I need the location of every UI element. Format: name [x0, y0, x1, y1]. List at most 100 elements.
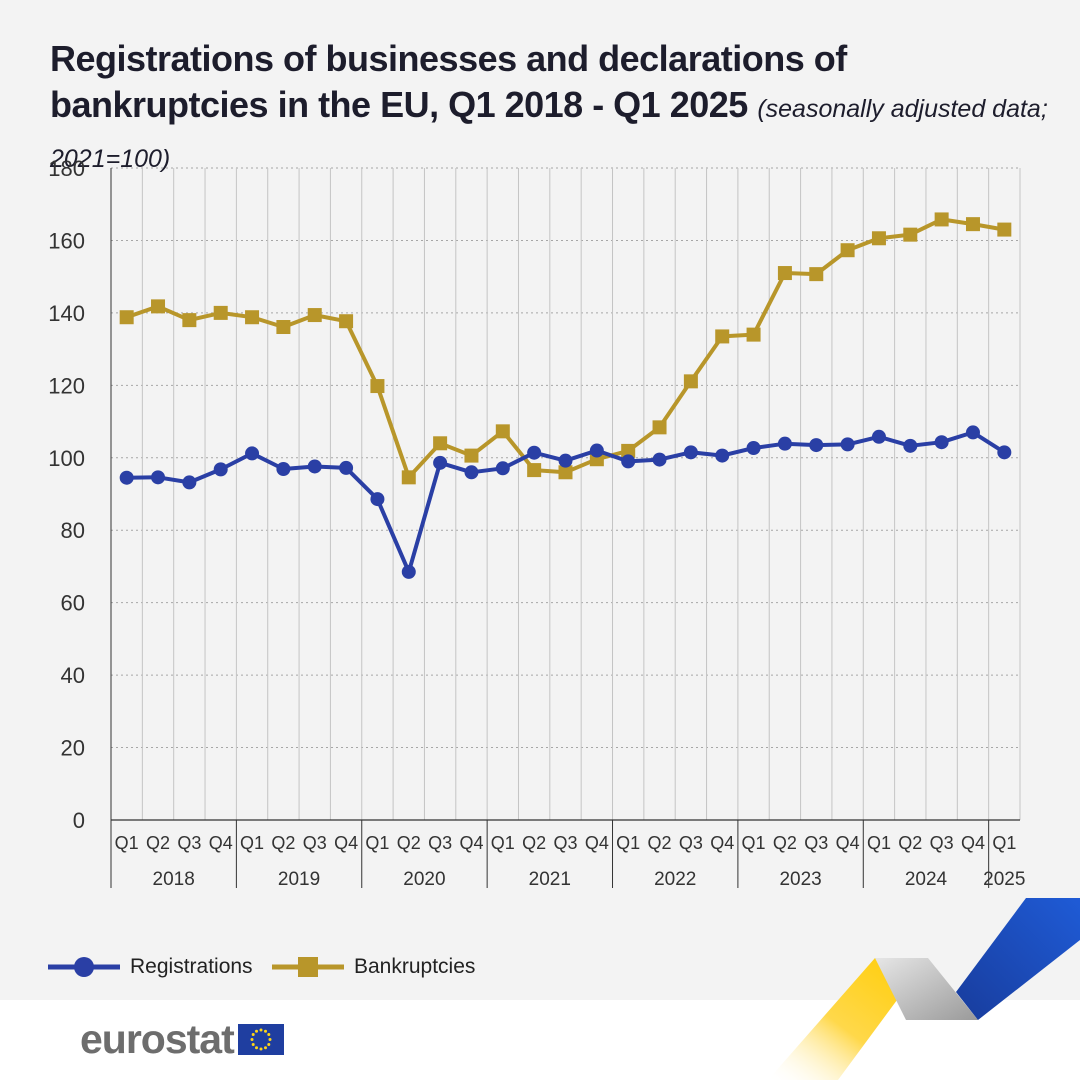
x-tick-label-quarter: Q2: [648, 833, 672, 853]
x-tick-label-quarter: Q2: [898, 833, 922, 853]
circle-marker-icon: [48, 957, 120, 977]
data-point-circle: [934, 435, 949, 450]
x-tick-label-year: 2019: [278, 869, 320, 890]
x-tick-label-year: 2018: [153, 869, 195, 890]
y-tick-label: 40: [61, 663, 85, 688]
series-bankruptcies: [119, 212, 1012, 485]
data-point-circle: [213, 462, 228, 477]
data-point-circle: [527, 445, 542, 460]
x-tick-label-year: 2025: [983, 869, 1025, 890]
data-point-square: [433, 436, 448, 451]
data-point-square: [464, 448, 479, 463]
data-point-square: [307, 308, 322, 323]
data-point-square: [339, 314, 354, 329]
data-point-circle: [495, 461, 510, 476]
data-point-square: [809, 267, 824, 282]
x-tick-label-quarter: Q3: [177, 833, 201, 853]
x-tick-label-quarter: Q2: [522, 833, 546, 853]
x-tick-label-quarter: Q4: [585, 833, 609, 853]
data-point-circle: [182, 475, 197, 490]
x-tick-label-quarter: Q1: [742, 833, 766, 853]
x-tick-label-quarter: Q1: [491, 833, 515, 853]
data-point-circle: [339, 460, 354, 475]
data-point-circle: [401, 564, 416, 579]
data-point-square: [715, 329, 730, 344]
square-marker-icon: [272, 957, 344, 977]
legend-label-registrations: Registrations: [130, 955, 253, 978]
data-point-circle: [840, 437, 855, 452]
data-point-circle: [621, 454, 636, 469]
x-tick-label-year: 2024: [905, 869, 948, 890]
y-tick-label: 60: [61, 591, 85, 616]
y-tick-label: 100: [48, 446, 85, 471]
data-point-square: [746, 327, 761, 342]
data-point-circle: [871, 429, 886, 444]
y-tick-label: 20: [61, 736, 85, 761]
x-tick-label-quarter: Q1: [992, 833, 1016, 853]
data-point-circle: [151, 470, 166, 485]
data-point-circle: [370, 492, 385, 507]
data-point-circle: [903, 438, 918, 453]
data-point-square: [370, 379, 385, 394]
y-tick-label: 80: [61, 518, 85, 543]
x-tick-label-quarter: Q2: [146, 833, 170, 853]
data-point-square: [245, 310, 260, 325]
data-point-square: [213, 305, 228, 320]
y-tick-label: 160: [48, 228, 85, 253]
data-point-square: [871, 231, 886, 246]
x-tick-label-quarter: Q2: [773, 833, 797, 853]
data-point-square: [652, 420, 667, 435]
data-point-square: [151, 299, 166, 314]
x-tick-label-quarter: Q3: [303, 833, 327, 853]
x-tick-label-quarter: Q4: [836, 833, 860, 853]
chart-title: Registrations of businesses and declarat…: [50, 36, 1060, 182]
data-point-square: [777, 266, 792, 281]
data-point-circle: [809, 438, 824, 453]
data-point-square: [621, 443, 636, 458]
data-point-circle: [307, 459, 322, 474]
x-tick-label-quarter: Q2: [271, 833, 295, 853]
x-tick-label-quarter: Q4: [209, 833, 233, 853]
legend-label-bankruptcies: Bankruptcies: [354, 955, 476, 978]
x-tick-label-year: 2021: [529, 869, 571, 890]
x-tick-label-quarter: Q3: [553, 833, 577, 853]
legend-bankruptcies[interactable]: Bankruptcies: [270, 952, 475, 982]
x-tick-label-quarter: Q1: [365, 833, 389, 853]
data-point-square: [401, 470, 416, 485]
legend-registrations[interactable]: Registrations: [46, 952, 253, 982]
data-point-circle: [965, 425, 980, 440]
y-tick-label: 120: [48, 373, 85, 398]
chart-panel: [0, 0, 1080, 1000]
x-tick-label-quarter: Q3: [930, 833, 954, 853]
axes: 0 20 40 60 80 100 120 140 160 180 Q1 Q2 Q3 Q4 Q1 Q2 Q3 Q4…: [48, 156, 1025, 890]
title-main: Registrations of businesses and declarat…: [50, 38, 847, 125]
y-tick-label: 140: [48, 301, 85, 326]
x-tick-label-quarter: Q3: [679, 833, 703, 853]
data-point-circle: [464, 465, 479, 480]
data-point-square: [119, 310, 134, 325]
x-tick-label-quarter: Q1: [240, 833, 264, 853]
data-point-circle: [433, 455, 448, 470]
data-point-square: [527, 463, 542, 478]
x-tick-label-quarter: Q1: [867, 833, 891, 853]
x-tick-label-quarter: Q4: [710, 833, 734, 853]
data-point-circle: [558, 453, 573, 468]
eurostat-logo: eurostat: [80, 1016, 284, 1063]
data-point-square: [495, 424, 510, 439]
x-tick-label-year: 2023: [779, 869, 821, 890]
x-tick-label-quarter: Q3: [804, 833, 828, 853]
data-point-circle: [777, 436, 792, 451]
data-point-square: [965, 217, 980, 232]
data-point-circle: [589, 443, 604, 458]
data-point-circle: [245, 446, 260, 461]
x-tick-label-quarter: Q3: [428, 833, 452, 853]
data-point-circle: [715, 448, 730, 463]
data-point-square: [997, 222, 1012, 237]
data-point-circle: [652, 452, 667, 467]
x-tick-label-quarter: Q4: [459, 833, 483, 853]
line-chart: 0 20 40 60 80 100 120 140 160 180 Q1 Q2 Q3 Q4 Q1 Q2 Q3 Q4…: [48, 156, 1025, 890]
data-point-square: [558, 465, 573, 480]
data-point-square: [276, 320, 291, 335]
data-point-square: [683, 374, 698, 389]
